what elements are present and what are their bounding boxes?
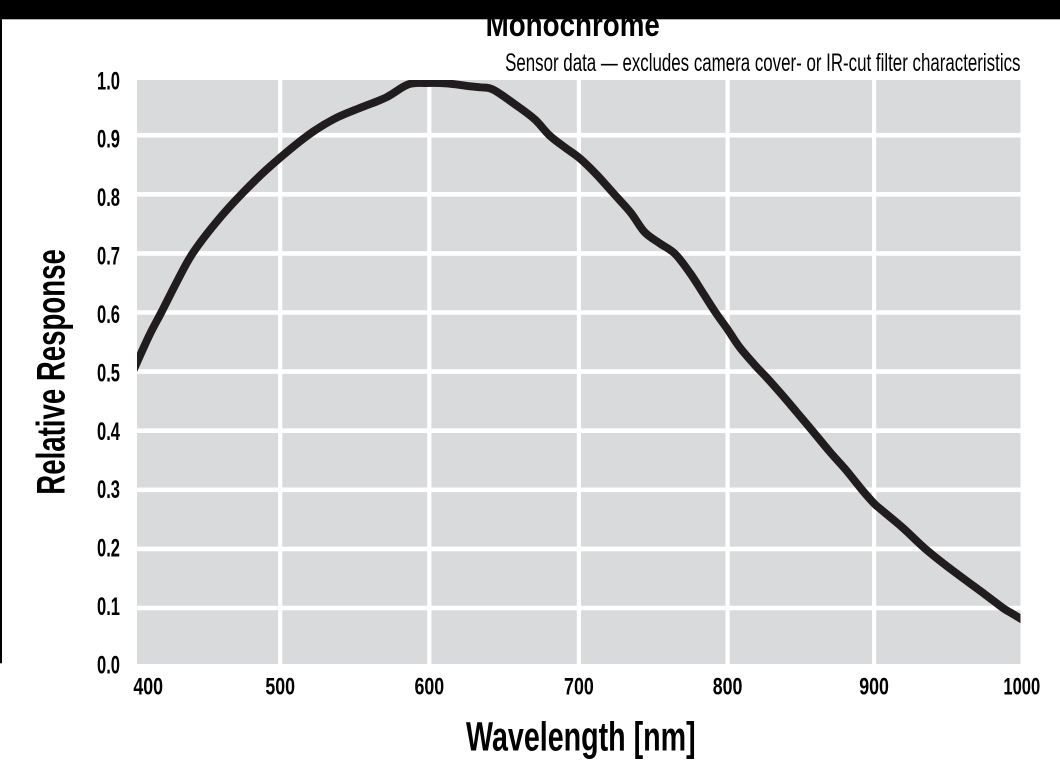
svg-text:0.9: 0.9 (97, 126, 120, 153)
svg-text:0.8: 0.8 (97, 185, 120, 212)
svg-text:0.5: 0.5 (97, 360, 120, 387)
svg-text:500: 500 (265, 673, 295, 700)
svg-text:0.1: 0.1 (97, 594, 120, 621)
svg-text:600: 600 (414, 673, 444, 700)
svg-text:1.0: 1.0 (97, 68, 120, 95)
svg-text:Wavelength [nm]: Wavelength [nm] (466, 713, 696, 759)
svg-text:0.0: 0.0 (97, 652, 120, 679)
svg-text:0.2: 0.2 (97, 535, 120, 562)
svg-text:0.6: 0.6 (97, 302, 120, 329)
svg-text:0.7: 0.7 (97, 243, 120, 270)
svg-text:400: 400 (133, 673, 163, 700)
svg-text:Relative Response: Relative Response (30, 249, 74, 495)
svg-text:0.3: 0.3 (97, 477, 120, 504)
svg-text:Sensor data — excludes camera: Sensor data — excludes camera cover- or … (505, 47, 1020, 76)
svg-text:900: 900 (859, 673, 889, 700)
svg-text:1000: 1000 (1003, 673, 1040, 700)
svg-text:800: 800 (713, 673, 743, 700)
svg-text:0.4: 0.4 (97, 419, 120, 446)
svg-text:700: 700 (564, 673, 594, 700)
